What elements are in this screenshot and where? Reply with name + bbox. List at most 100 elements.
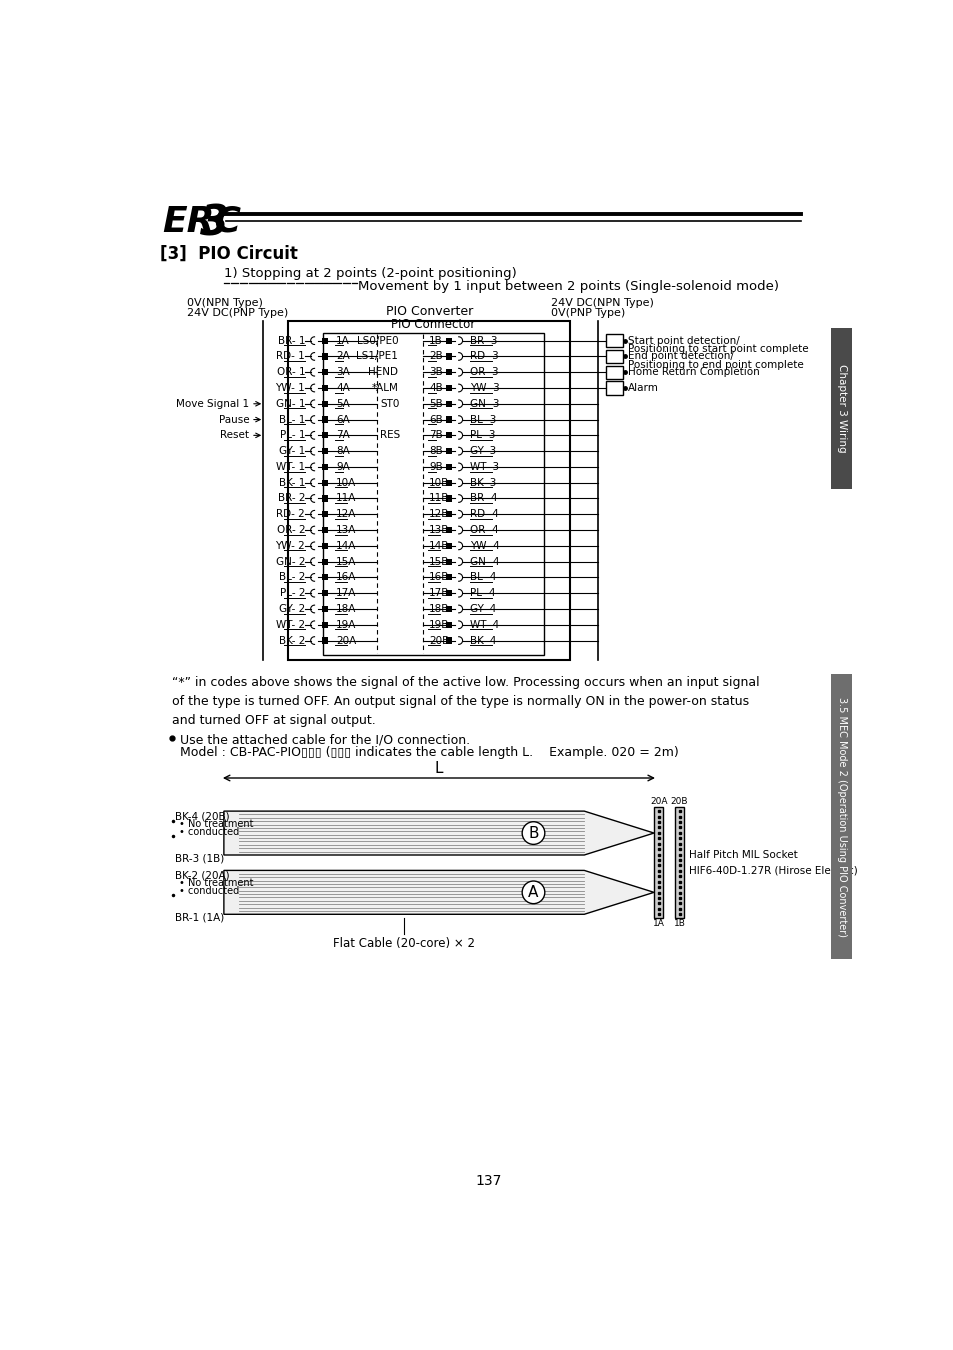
Bar [446,526,452,533]
Text: ST0: ST0 [380,398,399,409]
Text: 1) Stopping at 2 points (2-point positioning): 1) Stopping at 2 points (2-point positio… [224,267,517,281]
Bar [830,328,852,489]
Text: LS1/PE1: LS1/PE1 [356,351,397,362]
Text: 15A: 15A [335,556,356,567]
Bar [322,338,328,344]
Text: • No treatment: • No treatment [179,878,253,888]
Text: 10A: 10A [335,478,356,487]
Text: RD- 2: RD- 2 [276,509,305,520]
Text: A: A [528,884,538,900]
Text: 1B: 1B [673,919,685,927]
Bar [605,382,622,394]
Bar [322,574,328,580]
Text: OR- 3: OR- 3 [470,367,498,377]
Text: WT- 4: WT- 4 [470,620,499,629]
Text: RES: RES [380,431,400,440]
Text: OR- 4: OR- 4 [470,525,498,535]
Text: 13B: 13B [429,525,449,535]
Text: BK-4 (20B): BK-4 (20B) [174,811,230,821]
Text: RD- 4: RD- 4 [470,509,498,520]
Bar [446,432,452,439]
Text: 18B: 18B [429,603,449,614]
Text: 12B: 12B [429,509,449,520]
Text: GN- 3: GN- 3 [470,398,499,409]
Bar [322,559,328,564]
Bar [446,543,452,549]
Bar [654,807,662,918]
Text: End point detection/: End point detection/ [627,351,733,362]
Text: BK- 3: BK- 3 [470,478,497,487]
Text: GN- 4: GN- 4 [470,556,499,567]
Text: YW- 3: YW- 3 [470,383,499,393]
Bar [446,417,452,423]
Bar [322,526,328,533]
Bar [446,385,452,391]
Text: GN- 2: GN- 2 [275,556,305,567]
Bar [446,464,452,470]
Polygon shape [224,811,654,855]
Text: 14A: 14A [335,541,356,551]
Text: BL- 3: BL- 3 [470,414,497,424]
Text: Flat Cable (20-core) × 2: Flat Cable (20-core) × 2 [333,937,475,950]
Bar [322,622,328,628]
Text: 1A: 1A [652,919,664,927]
Text: 16B: 16B [429,572,449,582]
Bar [446,590,452,597]
Text: 8B: 8B [429,446,442,456]
Text: GY- 1: GY- 1 [278,446,305,456]
Bar [323,333,543,655]
Bar [322,512,328,517]
Text: OR- 1: OR- 1 [276,367,305,377]
Bar [322,543,328,549]
Text: YW- 4: YW- 4 [470,541,499,551]
Text: YW- 1: YW- 1 [275,383,305,393]
Text: ERC: ERC [162,204,240,239]
Bar [830,674,852,958]
Text: 11B: 11B [429,494,449,504]
Text: 4A: 4A [335,383,350,393]
Text: 9A: 9A [335,462,350,472]
Text: 4B: 4B [429,383,442,393]
Bar [446,448,452,454]
Text: 1B: 1B [429,336,442,346]
Text: 17A: 17A [335,589,356,598]
Bar [322,369,328,375]
Text: 3B: 3B [429,367,442,377]
Text: L: L [435,760,443,776]
Bar [322,401,328,406]
Text: PIO Converter: PIO Converter [385,305,473,319]
Text: 6A: 6A [335,414,350,424]
Text: 17B: 17B [429,589,449,598]
Bar [674,807,683,918]
Text: 5B: 5B [429,398,442,409]
Text: 12A: 12A [335,509,356,520]
Text: Move Signal 1: Move Signal 1 [176,398,249,409]
Text: BL- 2: BL- 2 [278,572,305,582]
Text: RD- 3: RD- 3 [470,351,498,362]
Text: HIF6-40D-1.27R (Hirose Electric): HIF6-40D-1.27R (Hirose Electric) [688,865,857,876]
Bar [322,606,328,612]
Text: BR- 2: BR- 2 [277,494,305,504]
Text: PL- 1: PL- 1 [279,431,305,440]
Text: BR- 3: BR- 3 [470,336,497,346]
Bar [605,350,622,363]
Text: 19B: 19B [429,620,449,629]
Text: RD- 1: RD- 1 [276,351,305,362]
Text: WT- 2: WT- 2 [275,620,305,629]
Text: GY- 4: GY- 4 [470,603,497,614]
Bar [446,354,452,359]
Text: GY- 3: GY- 3 [470,446,497,456]
Bar [322,495,328,502]
Text: • conducted: • conducted [179,886,239,896]
Text: 10B: 10B [429,478,449,487]
Text: 24V DC(NPN Type): 24V DC(NPN Type) [550,298,653,308]
Text: BR- 4: BR- 4 [470,494,497,504]
Text: 14B: 14B [429,541,449,551]
Text: 7A: 7A [335,431,350,440]
Text: PIO Connector: PIO Connector [391,317,476,331]
Text: BK- 1: BK- 1 [278,478,305,487]
Text: 20B: 20B [670,798,688,806]
Text: 0V(NPN Type): 0V(NPN Type) [187,298,263,308]
Text: Positioning to start point complete: Positioning to start point complete [627,344,807,354]
Bar [288,321,570,660]
